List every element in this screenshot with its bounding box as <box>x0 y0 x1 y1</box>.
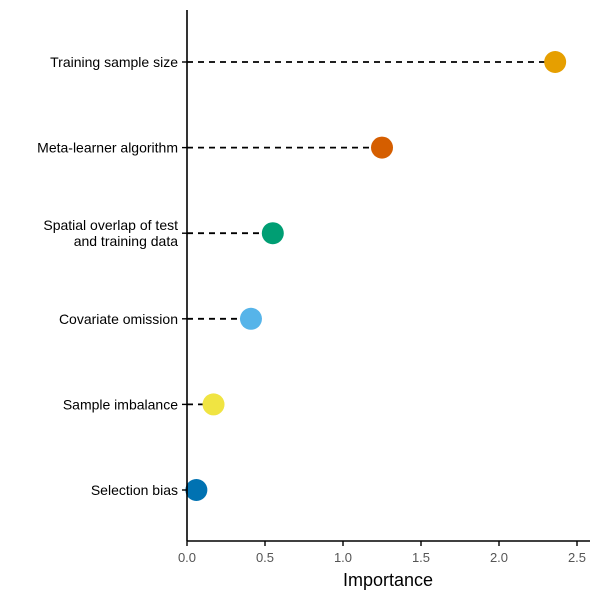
x-tick-label: 2.5 <box>568 550 586 565</box>
data-point <box>544 51 567 73</box>
category-label: Meta-learner algorithm <box>37 140 178 156</box>
x-axis-title: Importance <box>343 570 433 590</box>
category-label: Covariate omission <box>59 311 178 327</box>
x-tick-label: 1.5 <box>412 550 430 565</box>
category-label: Selection bias <box>91 482 178 498</box>
stem-lines <box>187 61 556 491</box>
data-points <box>185 51 567 501</box>
category-label: and training data <box>74 233 179 249</box>
data-point <box>202 393 225 416</box>
data-point <box>261 222 284 245</box>
category-label: Training sample size <box>50 54 178 70</box>
x-tick-label: 0.0 <box>178 550 196 565</box>
category-label: Sample imbalance <box>63 396 178 412</box>
data-point <box>239 307 262 330</box>
data-point <box>185 479 208 501</box>
x-axis-ticks: 0.0 0.5 1.0 1.5 2.0 2.5 <box>178 541 586 565</box>
category-label: Spatial overlap of test <box>43 217 178 233</box>
category-labels: Training sample size Meta-learner algorit… <box>37 54 187 498</box>
data-point <box>371 136 393 159</box>
x-tick-label: 1.0 <box>334 550 352 565</box>
x-tick-label: 0.5 <box>256 550 274 565</box>
x-tick-label: 2.0 <box>490 550 508 565</box>
